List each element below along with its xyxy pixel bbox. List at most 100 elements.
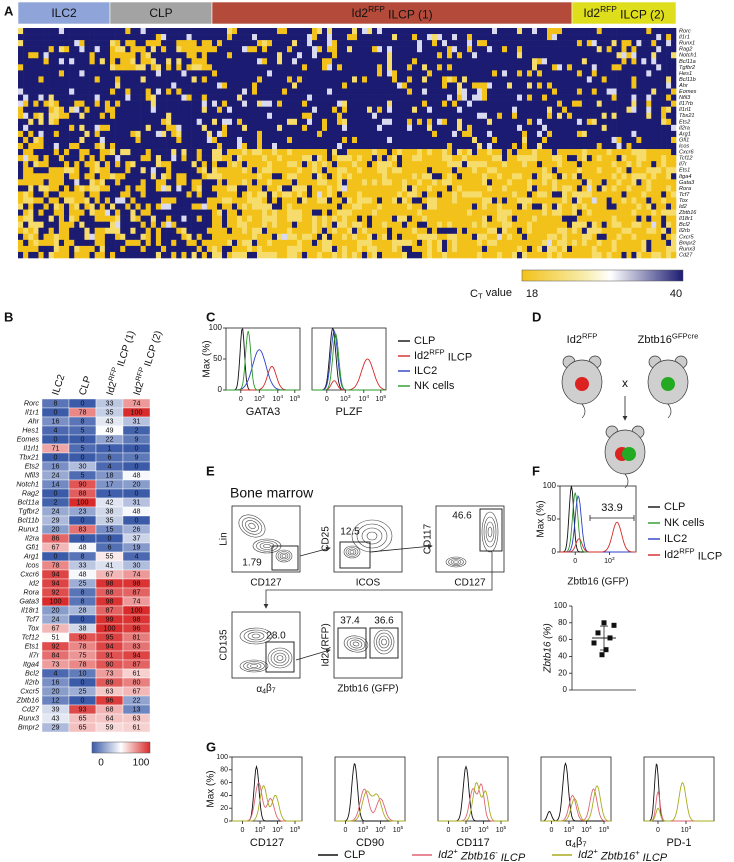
heatmap-cell bbox=[312, 88, 318, 95]
heatmap-cell bbox=[527, 155, 533, 162]
heatmap-cell bbox=[626, 167, 632, 174]
heatmap-cell bbox=[272, 215, 278, 222]
heatmap-cell bbox=[327, 143, 333, 150]
heatmap-cell bbox=[547, 130, 553, 138]
heatmap-cell bbox=[332, 130, 338, 138]
heatmap-cell bbox=[130, 34, 136, 41]
heatmap-cell bbox=[53, 191, 60, 198]
heatmap-cell bbox=[38, 215, 44, 222]
heatmap-cell bbox=[442, 197, 448, 204]
heatmap-cell bbox=[342, 118, 348, 126]
heatmap-cell bbox=[104, 233, 111, 241]
heatmap-cell bbox=[84, 52, 90, 59]
heatmap-cell bbox=[33, 70, 39, 77]
heatmap-cell bbox=[437, 161, 443, 168]
heatmap-cell bbox=[181, 197, 187, 204]
heatmap-cell bbox=[237, 136, 243, 144]
heatmap-cell bbox=[507, 34, 513, 41]
heatmap-cell bbox=[367, 221, 373, 229]
heatmap-cell bbox=[646, 118, 652, 126]
heatmap-cell bbox=[527, 112, 533, 120]
heatmap-cell bbox=[171, 197, 177, 204]
heatmap-cell bbox=[601, 221, 607, 229]
heatmap-cell bbox=[297, 106, 303, 114]
heatmap-cell bbox=[656, 215, 662, 222]
heatmap-cell bbox=[201, 227, 208, 235]
heatmap-cell bbox=[155, 94, 162, 101]
heatmap-cell bbox=[212, 251, 218, 259]
heatmap-cell bbox=[28, 155, 34, 162]
heatmap-cell bbox=[247, 239, 253, 247]
heatmap-cell bbox=[161, 136, 167, 144]
heatmap-cell bbox=[532, 227, 538, 235]
heatmap-cell bbox=[482, 191, 488, 198]
heatmap-cell bbox=[462, 94, 468, 101]
heatmap-cell bbox=[472, 143, 478, 150]
heatmap-cell bbox=[161, 191, 167, 198]
heatmap-cell bbox=[462, 215, 468, 222]
heatmap-cell bbox=[181, 52, 187, 59]
heatmap-cell bbox=[317, 149, 323, 156]
heatmap-cell bbox=[332, 245, 338, 253]
heatmap-cell bbox=[586, 173, 593, 180]
heatmap-cell bbox=[611, 245, 617, 253]
heatmap-cell bbox=[537, 161, 543, 168]
heatmap-cell bbox=[43, 40, 49, 47]
heatmap-cell bbox=[621, 185, 627, 192]
heatmap-cell bbox=[611, 64, 617, 71]
heatmap-cell bbox=[512, 227, 518, 235]
heatmap-cell bbox=[656, 76, 662, 83]
heatmap-cell bbox=[327, 118, 333, 126]
heatmap-cell bbox=[601, 28, 607, 35]
heatmap-cell bbox=[130, 28, 136, 35]
heatmap-cell bbox=[557, 239, 563, 247]
heatmap-cell bbox=[69, 100, 75, 107]
heatmap-cell bbox=[581, 239, 588, 247]
heatmap-cell bbox=[586, 106, 593, 114]
heatmap-cell bbox=[482, 185, 488, 192]
heatmap-cell bbox=[222, 46, 228, 53]
heatmap-cell bbox=[397, 245, 403, 253]
heatmap-cell bbox=[357, 161, 363, 168]
heatmap-cell bbox=[89, 179, 95, 186]
heatmap-cell bbox=[252, 82, 258, 89]
heatmap-cell bbox=[477, 124, 483, 132]
heatmap-cell bbox=[482, 239, 488, 247]
heatmap-cell bbox=[497, 215, 503, 222]
heatmap-cell bbox=[18, 124, 24, 132]
heatmap-cell bbox=[28, 161, 34, 168]
heatmap-cell bbox=[282, 88, 288, 95]
heatmap-cell bbox=[352, 215, 358, 222]
heatmap-cell bbox=[33, 118, 39, 126]
heatmap-cell bbox=[586, 167, 593, 174]
heatmap-cell bbox=[527, 239, 533, 247]
heatmap-cell bbox=[576, 28, 583, 35]
heatmap-cell bbox=[287, 197, 293, 204]
heatmap-cell bbox=[616, 251, 622, 259]
heatmap-cell bbox=[591, 136, 598, 144]
heatmap-cell bbox=[145, 245, 152, 253]
heatmap-cell bbox=[497, 203, 503, 210]
heatmap-cell bbox=[572, 179, 578, 186]
heatmap-cell bbox=[206, 100, 213, 107]
heatmap-cell bbox=[287, 179, 293, 186]
heatmap-cell bbox=[442, 179, 448, 186]
heatmap-cell bbox=[581, 155, 588, 162]
heatmap-cell bbox=[517, 167, 523, 174]
heatmap-cell bbox=[342, 233, 348, 241]
heatmap-cell bbox=[606, 118, 612, 126]
heatmap-cell bbox=[222, 70, 228, 77]
heatmap-cell bbox=[79, 28, 85, 35]
heatmap-cell bbox=[206, 124, 213, 132]
heatmap-cell bbox=[532, 179, 538, 186]
heatmap-cell bbox=[191, 40, 197, 47]
heatmap-cell bbox=[287, 136, 293, 144]
heatmap-cell bbox=[591, 167, 598, 174]
heatmap-cell bbox=[48, 88, 55, 95]
heatmap-cell bbox=[347, 251, 353, 259]
heatmap-cell bbox=[58, 52, 65, 59]
heatmap-cell bbox=[447, 34, 453, 41]
heatmap-cell bbox=[181, 76, 187, 83]
heatmap-cell bbox=[437, 94, 443, 101]
heatmap-cell bbox=[557, 100, 563, 107]
